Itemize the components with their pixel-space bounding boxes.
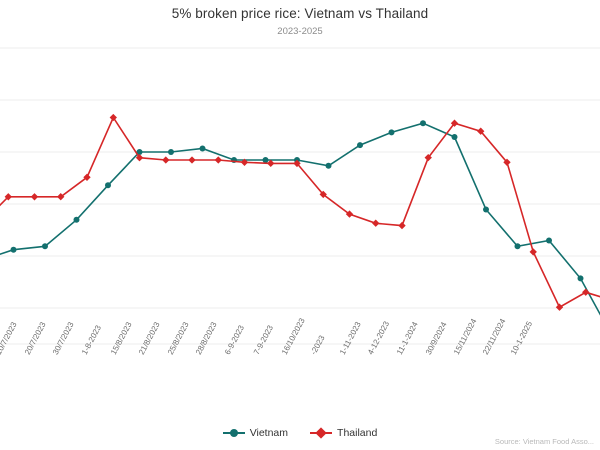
chart-legend: Vietnam Thailand bbox=[0, 427, 600, 439]
data-point-thailand-14[interactable] bbox=[345, 210, 354, 218]
gridlines bbox=[0, 47, 600, 345]
data-point-vietnam-1[interactable] bbox=[10, 246, 17, 253]
legend-label-thailand: Thailand bbox=[337, 427, 378, 439]
data-point-vietnam-18[interactable] bbox=[546, 237, 552, 244]
legend-label-vietnam: Vietnam bbox=[249, 427, 289, 439]
legend-item-thailand[interactable]: Thailand bbox=[310, 427, 377, 439]
source-note: Source: Vietnam Food Asso... bbox=[494, 437, 594, 446]
data-point-thailand-21[interactable] bbox=[529, 248, 537, 256]
data-point-vietnam-14[interactable] bbox=[420, 120, 426, 127]
data-point-vietnam-19[interactable] bbox=[577, 275, 584, 282]
data-point-vietnam-17[interactable] bbox=[514, 243, 521, 250]
legend-marker-vietnam-icon bbox=[222, 429, 245, 437]
data-point-vietnam-7[interactable] bbox=[199, 145, 206, 152]
series-layer bbox=[0, 113, 600, 316]
data-point-vietnam-5[interactable] bbox=[136, 149, 143, 155]
data-point-thailand-7[interactable] bbox=[162, 156, 170, 164]
series-line-thailand bbox=[0, 115, 600, 309]
data-point-vietnam-4[interactable] bbox=[105, 182, 111, 189]
data-point-thailand-5[interactable] bbox=[109, 113, 117, 122]
data-point-vietnam-11[interactable] bbox=[325, 162, 332, 169]
data-point-thailand-4[interactable] bbox=[83, 173, 91, 181]
data-point-thailand-3[interactable] bbox=[57, 193, 65, 201]
chart-svg bbox=[0, 47, 600, 345]
data-point-vietnam-2[interactable] bbox=[42, 243, 48, 250]
data-point-thailand-10[interactable] bbox=[240, 158, 249, 166]
x-axis-tick-labels: 10/7/2023 20/7/2023 30/7/2023 1-8-2023 15/8/… bbox=[0, 317, 600, 410]
data-point-vietnam-13[interactable] bbox=[388, 129, 395, 136]
data-point-vietnam-12[interactable] bbox=[357, 142, 363, 149]
data-point-thailand-23[interactable] bbox=[582, 288, 590, 296]
data-point-thailand-9[interactable] bbox=[214, 156, 222, 164]
data-point-vietnam-15[interactable] bbox=[451, 134, 458, 140]
plot-area bbox=[0, 44, 600, 350]
chart-title: 5% broken price rice: Vietnam vs Thailan… bbox=[171, 6, 429, 21]
data-point-thailand-8[interactable] bbox=[188, 156, 196, 164]
data-point-vietnam-6[interactable] bbox=[168, 149, 174, 155]
chart-subtitle: 2023-2025 bbox=[277, 26, 323, 37]
data-point-thailand-18[interactable] bbox=[450, 119, 459, 127]
data-point-vietnam-9[interactable] bbox=[262, 157, 269, 163]
legend-marker-thailand-icon bbox=[310, 432, 333, 434]
data-point-vietnam-3[interactable] bbox=[73, 216, 80, 223]
data-point-thailand-12[interactable] bbox=[293, 159, 301, 168]
data-point-vietnam-16[interactable] bbox=[483, 206, 489, 213]
data-point-thailand-16[interactable] bbox=[398, 221, 406, 230]
data-point-thailand-20[interactable] bbox=[503, 158, 511, 166]
legend-item-vietnam[interactable]: Vietnam bbox=[222, 427, 289, 439]
data-point-thailand-22[interactable] bbox=[555, 303, 564, 311]
data-point-thailand-15[interactable] bbox=[372, 219, 380, 227]
data-point-thailand-2[interactable] bbox=[30, 193, 39, 201]
series-line-vietnam bbox=[0, 122, 600, 316]
data-point-thailand-6[interactable] bbox=[135, 154, 144, 162]
